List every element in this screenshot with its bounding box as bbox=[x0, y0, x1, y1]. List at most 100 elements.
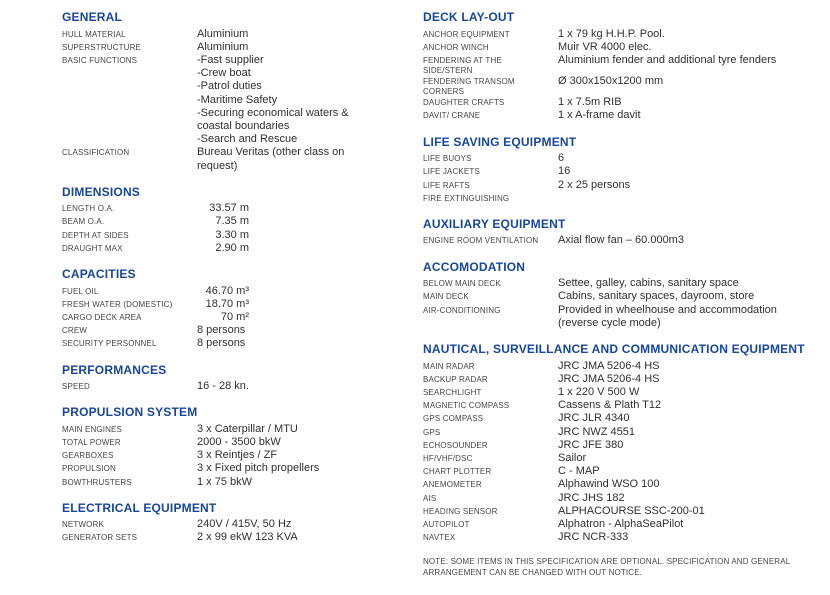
spec-value: Cabins, sanitary spaces, dayroom, store bbox=[558, 290, 755, 303]
spec-section: ELECTRICAL EQUIPMENT NETWORK 240V / 415V… bbox=[62, 501, 407, 545]
section-title: AUXILIARY EQUIPMENT bbox=[423, 216, 566, 231]
spec-value: Ø 300x150x1200 mm bbox=[558, 75, 664, 88]
spec-row: LENGTH O.A. 33.57 m bbox=[62, 202, 407, 215]
section-title: PROPULSION SYSTEM bbox=[62, 405, 198, 420]
spec-label: DAVIT/ CRANE bbox=[423, 111, 481, 121]
section-rows: BELOW MAIN DECK Settee, galley, cabins, … bbox=[423, 277, 825, 330]
spec-label: FUEL OIL bbox=[62, 286, 99, 296]
spec-section: AUXILIARY EQUIPMENT ENGINE ROOM VENTILAT… bbox=[423, 217, 825, 248]
spec-section: GENERAL HULL MATERIAL Aluminium SUPERSTR… bbox=[62, 10, 407, 173]
spec-value: 3 x Fixed pitch propellers bbox=[197, 462, 320, 475]
spec-value: JRC JMA 5206-4 HS bbox=[558, 359, 660, 372]
spec-value: 1 x A-frame davit bbox=[558, 109, 641, 122]
spec-label: ANCHOR EQUIPMENT bbox=[423, 29, 510, 39]
spec-row: AIR-CONDITIONING Provided in wheelhouse … bbox=[423, 304, 825, 330]
spec-section: PROPULSION SYSTEM MAIN ENGINES 3 x Cater… bbox=[62, 405, 407, 489]
spec-value: 46.70 m³ bbox=[205, 284, 249, 297]
spec-value: JRC JLR 4340 bbox=[558, 412, 630, 425]
spec-row: CHART PLOTTER C - MAP bbox=[423, 465, 825, 478]
spec-row: SUPERSTRUCTURE Aluminium bbox=[62, 41, 407, 54]
spec-label: DEPTH AT SIDES bbox=[62, 230, 129, 240]
spec-value: Settee, galley, cabins, sanitary space bbox=[558, 277, 739, 290]
spec-row: SEARCHLIGHT 1 x 220 V 500 W bbox=[423, 386, 825, 399]
spec-value: -Fast supplier -Crew boat -Patrol duties… bbox=[197, 53, 349, 146]
spec-row: GENERATOR SETS 2 x 99 ekW 123 KVA bbox=[62, 531, 407, 544]
spec-row: SPEED 16 - 28 kn. bbox=[62, 380, 407, 393]
spec-label: FRESH WATER (DOMESTIC) bbox=[62, 299, 173, 309]
spec-label: SUPERSTRUCTURE bbox=[62, 42, 141, 52]
spec-row: BACKUP RADAR JRC JMA 5206-4 HS bbox=[423, 373, 825, 386]
spec-value: 6 bbox=[558, 152, 565, 165]
spec-label: BEAM O.A. bbox=[62, 217, 105, 227]
spec-row: ECHOSOUNDER JRC JFE 380 bbox=[423, 439, 825, 452]
spec-label: FENDERING TRANSOM CORNERS bbox=[423, 77, 515, 96]
spec-row: CARGO DECK AREA 70 m² bbox=[62, 311, 407, 324]
spec-row: ENGINE ROOM VENTILATION Axial flow fan –… bbox=[423, 234, 825, 247]
section-rows: ENGINE ROOM VENTILATION Axial flow fan –… bbox=[423, 234, 825, 247]
spec-value: 240V / 415V, 50 Hz bbox=[197, 518, 292, 531]
spec-row: AIS JRC JHS 182 bbox=[423, 492, 825, 505]
spec-value: Alphawind WSO 100 bbox=[558, 478, 660, 491]
spec-value: 8 persons bbox=[197, 324, 246, 337]
spec-row: DEPTH AT SIDES 3.30 m bbox=[62, 229, 407, 242]
spec-value: 1 x 7.5m RIB bbox=[558, 96, 622, 109]
spec-value: 33.57 m bbox=[209, 202, 249, 215]
spec-section: LIFE SAVING EQUIPMENT LIFE BUOYS 6 LIFE … bbox=[423, 135, 825, 205]
spec-label: BASIC FUNCTIONS bbox=[62, 55, 138, 65]
spec-row: MAIN DECK Cabins, sanitary spaces, dayro… bbox=[423, 290, 825, 303]
spec-label: FIRE EXTINGUISHING bbox=[423, 193, 510, 203]
spec-row: ANCHOR WINCH Muir VR 4000 elec. bbox=[423, 41, 825, 54]
spec-label: GENERATOR SETS bbox=[62, 533, 138, 543]
spec-section: CAPACITIES FUEL OIL 46.70 m³ FRESH WATER… bbox=[62, 267, 407, 351]
spec-value: 2 x 25 persons bbox=[558, 178, 631, 191]
spec-label: AIR-CONDITIONING bbox=[423, 305, 501, 315]
spec-row: BELOW MAIN DECK Settee, galley, cabins, … bbox=[423, 277, 825, 290]
spec-label: CLASSIFICATION bbox=[62, 148, 130, 158]
spec-label: SEARCHLIGHT bbox=[423, 387, 482, 397]
spec-label: SPEED bbox=[62, 382, 90, 392]
spec-value: 1 x 220 V 500 W bbox=[558, 385, 640, 398]
spec-value: Provided in wheelhouse and accommodation… bbox=[558, 303, 777, 329]
spec-row: FENDERING TRANSOM CORNERS Ø 300x150x1200… bbox=[423, 75, 825, 96]
spec-label: MAIN DECK bbox=[423, 292, 469, 302]
spec-value: Cassens & Plath T12 bbox=[558, 399, 662, 412]
spec-value: 3 x Reintjes / ZF bbox=[197, 449, 278, 462]
spec-label: HULL MATERIAL bbox=[62, 29, 126, 39]
spec-label: NAVTEX bbox=[423, 533, 456, 543]
spec-row: FIRE EXTINGUISHING bbox=[423, 192, 825, 205]
section-title: ACCOMODATION bbox=[423, 259, 526, 274]
spec-value: 1 x 75 bkW bbox=[197, 475, 253, 488]
spec-label: ANEMOMETER bbox=[423, 480, 482, 490]
spec-section: DECK LAY-OUT ANCHOR EQUIPMENT 1 x 79 kg … bbox=[423, 10, 825, 123]
spec-row: DRAUGHT MAX 2.90 m bbox=[62, 242, 407, 255]
spec-label: SECURITY PERSONNEL bbox=[62, 339, 157, 349]
spec-label: LIFE RAFTS bbox=[423, 180, 470, 190]
section-title: PERFORMANCES bbox=[62, 362, 167, 377]
spec-row: NAVTEX JRC NCR-333 bbox=[423, 531, 825, 544]
spec-label: HEADING SENSOR bbox=[423, 506, 498, 516]
spec-label: MAIN ENGINES bbox=[62, 424, 123, 434]
spec-row: GEARBOXES 3 x Reintjes / ZF bbox=[62, 449, 407, 462]
spec-value: 3.30 m bbox=[215, 228, 249, 241]
spec-section: DIMENSIONS LENGTH O.A. 33.57 m BEAM O.A.… bbox=[62, 185, 407, 255]
section-title: DIMENSIONS bbox=[62, 184, 141, 199]
spec-value: 3 x Caterpillar / MTU bbox=[197, 422, 298, 435]
section-title: DECK LAY-OUT bbox=[423, 10, 515, 24]
spec-label: ECHOSOUNDER bbox=[423, 440, 488, 450]
spec-row: FRESH WATER (DOMESTIC) 18.70 m³ bbox=[62, 298, 407, 311]
right-column: DECK LAY-OUT ANCHOR EQUIPMENT 1 x 79 kg … bbox=[423, 10, 825, 578]
spec-row: FUEL OIL 46.70 m³ bbox=[62, 285, 407, 298]
spec-label: BACKUP RADAR bbox=[423, 374, 488, 384]
section-rows: LIFE BUOYS 6 LIFE JACKETS 16 LIFE RAFTS … bbox=[423, 152, 825, 205]
spec-value: 2 x 99 ekW 123 KVA bbox=[197, 531, 298, 544]
spec-value: ALPHACOURSE SSC-200-01 bbox=[558, 504, 705, 517]
spec-label: PROPULSION bbox=[62, 464, 116, 474]
spec-label: GEARBOXES bbox=[62, 451, 114, 461]
spec-row: LIFE BUOYS 6 bbox=[423, 152, 825, 165]
spec-value: Axial flow fan – 60.000m3 bbox=[558, 234, 684, 247]
spec-row: CLASSIFICATION Bureau Veritas (other cla… bbox=[62, 146, 407, 172]
spec-value: 2.90 m bbox=[215, 241, 249, 254]
section-title: LIFE SAVING EQUIPMENT bbox=[423, 134, 577, 149]
spec-row: ANCHOR EQUIPMENT 1 x 79 kg H.H.P. Pool. bbox=[423, 28, 825, 41]
spec-value: JRC JMA 5206-4 HS bbox=[558, 372, 660, 385]
